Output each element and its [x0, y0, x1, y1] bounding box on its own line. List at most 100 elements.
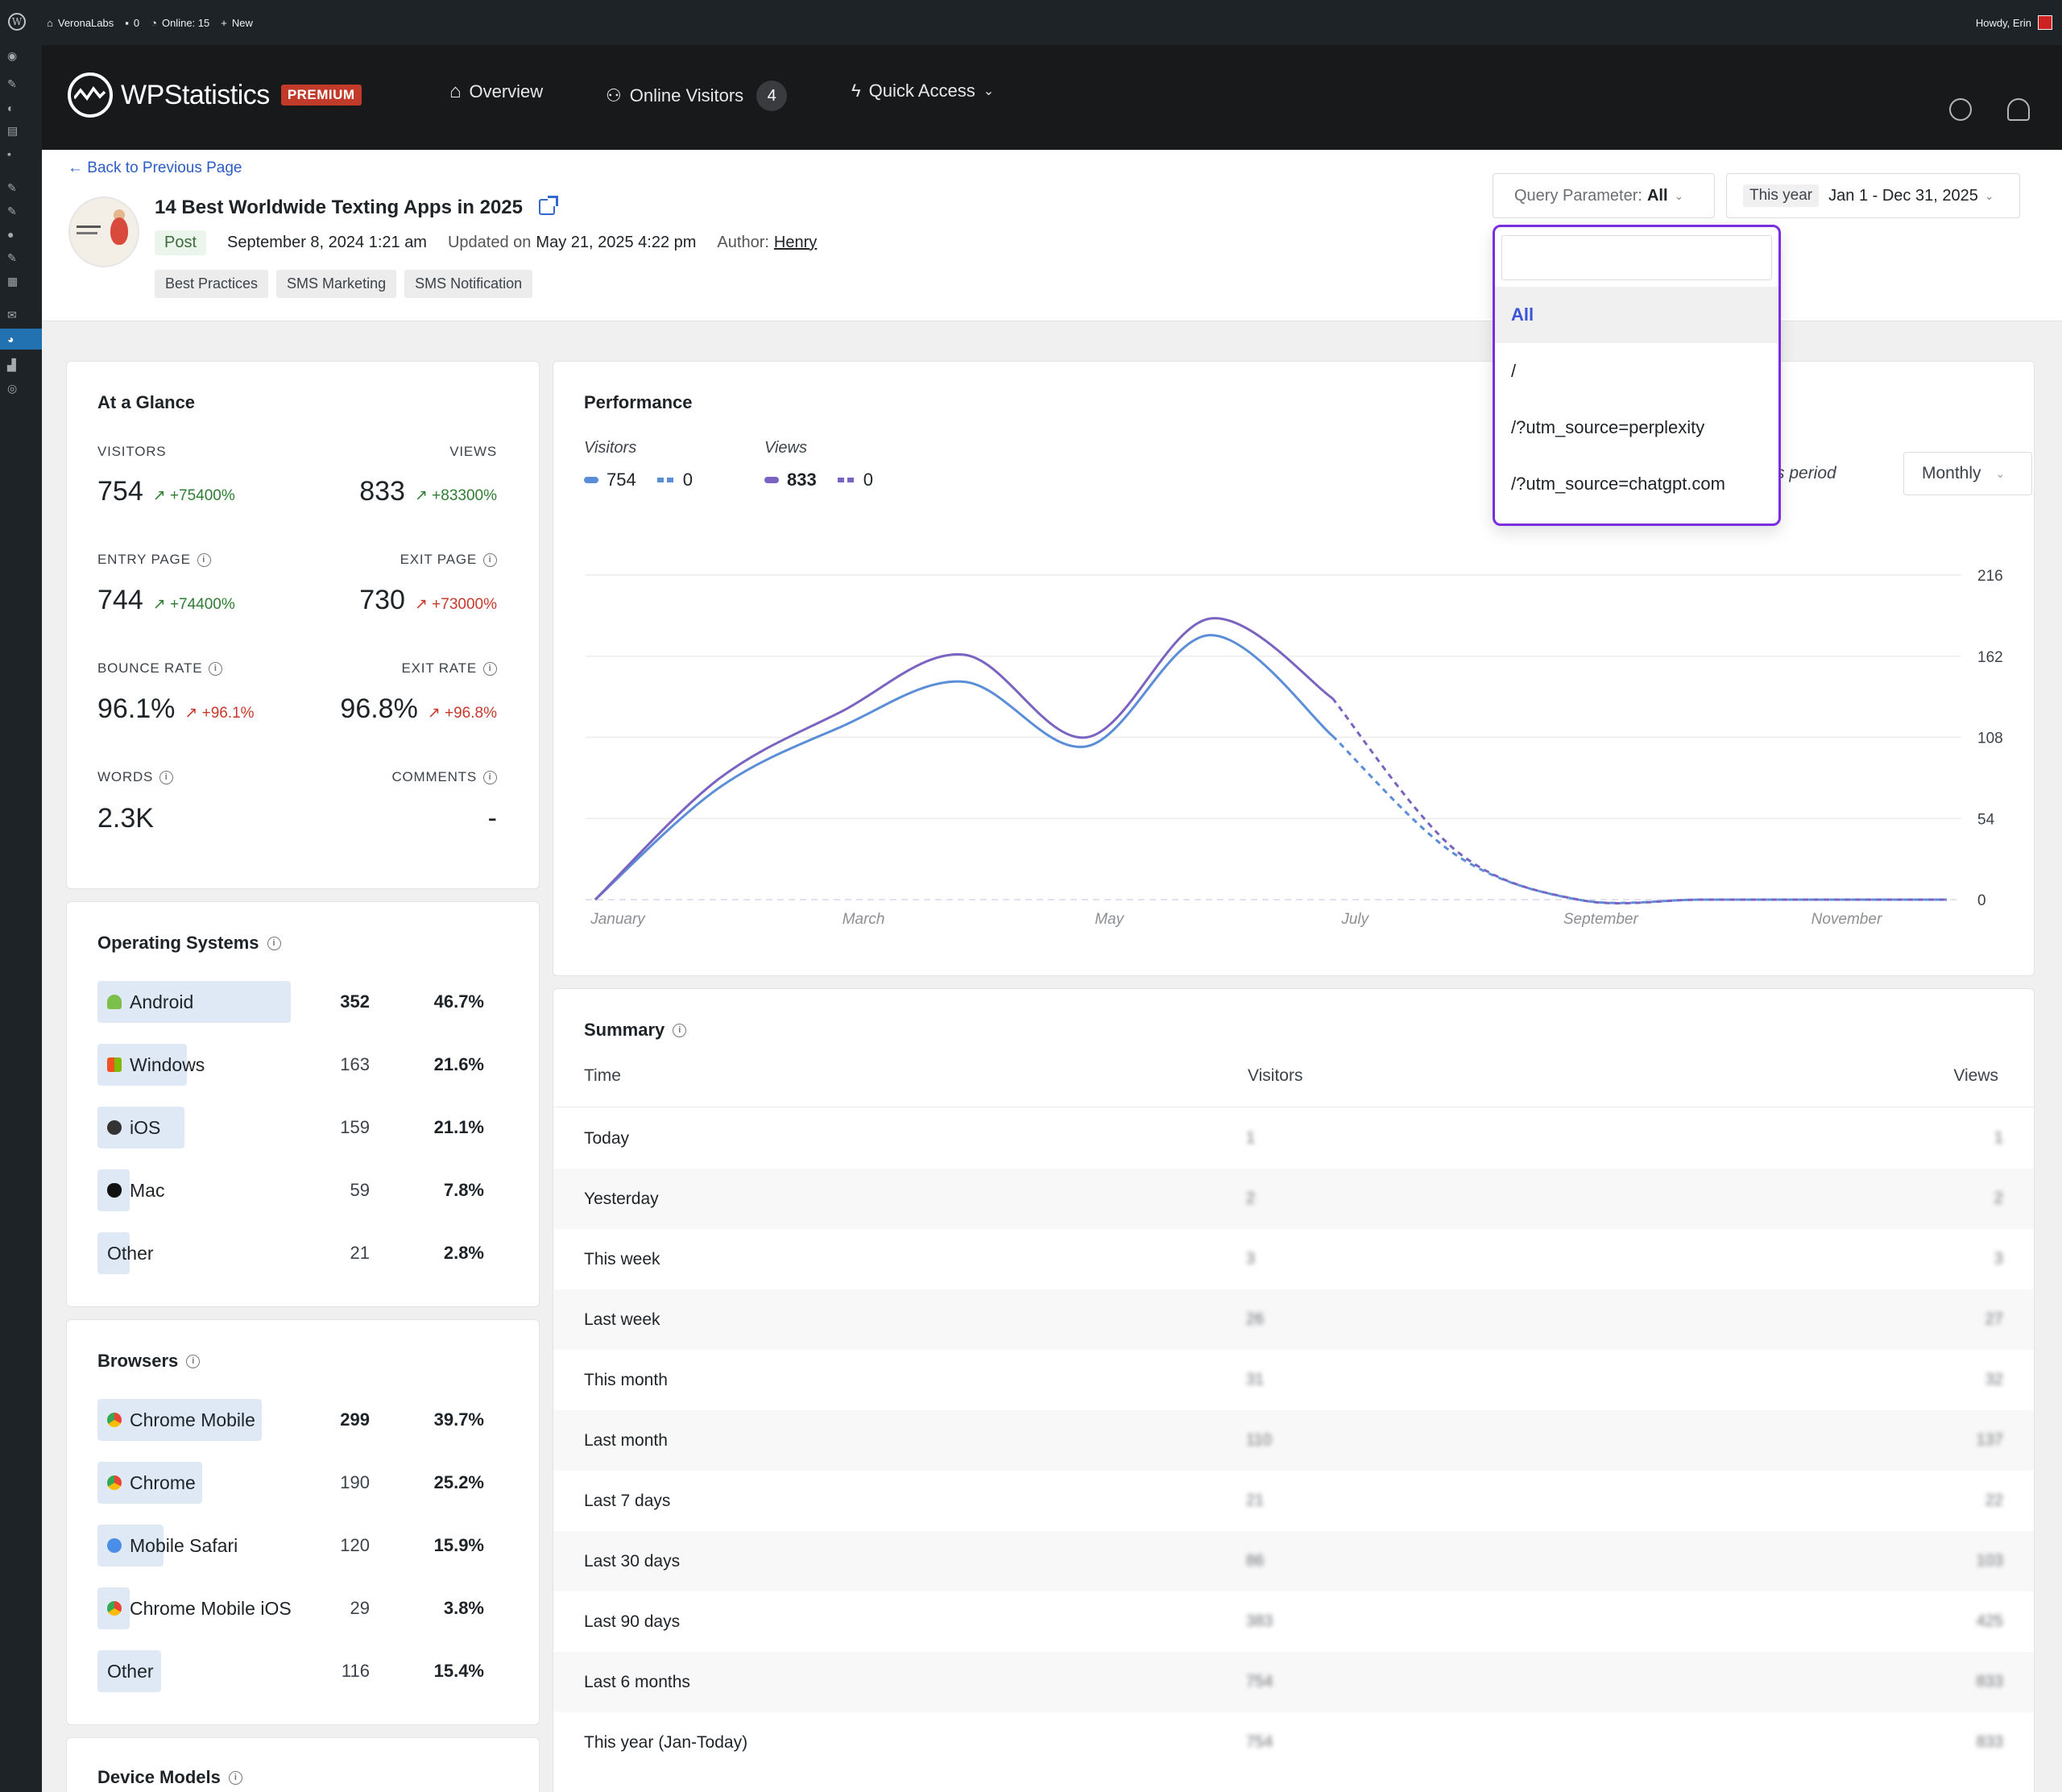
- exit-page-label: EXIT PAGE i: [400, 552, 497, 568]
- nav-quick-access[interactable]: ϟ Quick Access ⌄: [851, 81, 994, 101]
- menu-plugins-icon[interactable]: ✎: [7, 204, 17, 217]
- list-item[interactable]: Mac 59 7.8%: [97, 1169, 500, 1211]
- list-item[interactable]: Windows 163 21.6%: [97, 1044, 500, 1086]
- table-row: This month 31 32: [553, 1350, 2034, 1410]
- menu-pages-icon[interactable]: ▤: [7, 123, 19, 137]
- legend-value-previous: 0: [682, 470, 693, 490]
- home-icon: ⌂: [449, 81, 462, 102]
- bell-icon[interactable]: [2007, 98, 2030, 121]
- query-option[interactable]: /: [1511, 361, 1517, 381]
- list-item[interactable]: Other 116 15.4%: [97, 1650, 500, 1692]
- menu-pin-icon[interactable]: ✎: [7, 77, 17, 90]
- info-icon[interactable]: i: [209, 661, 223, 676]
- info-icon[interactable]: i: [483, 552, 497, 567]
- info-icon[interactable]: i: [673, 1023, 687, 1037]
- info-icon[interactable]: i: [228, 1770, 242, 1785]
- logo-mark-icon: [68, 72, 113, 118]
- table-row: Last month 110 137: [553, 1410, 2034, 1471]
- author-link[interactable]: Henry: [773, 234, 818, 251]
- menu-users-icon[interactable]: ●: [7, 228, 14, 241]
- list-item[interactable]: Chrome Mobile iOS 29 3.8%: [97, 1587, 500, 1629]
- query-parameter-search-input[interactable]: [1501, 235, 1772, 280]
- os-name: Windows: [107, 1044, 205, 1086]
- wp-statistics-logo[interactable]: WPStatistics PREMIUM: [68, 72, 362, 118]
- info-icon[interactable]: i: [186, 1354, 201, 1368]
- back-link[interactable]: ← Back to Previous Page: [68, 159, 242, 177]
- table-row: Last 6 months 754 833: [553, 1652, 2034, 1712]
- date-range-picker[interactable]: This year Jan 1 - Dec 31, 2025 ⌄: [1726, 173, 2020, 218]
- legend-swatch-previous: [837, 478, 855, 482]
- nav-online-visitors[interactable]: ⚇ Online Visitors 4: [606, 81, 788, 111]
- change-text: +96.1%: [201, 705, 255, 722]
- list-item[interactable]: Chrome Mobile 299 39.7%: [97, 1399, 500, 1441]
- query-option[interactable]: All: [1495, 287, 1778, 343]
- chevron-down-icon: ⌄: [1984, 188, 1994, 202]
- visitors-value: 754 ↗ +75400%: [97, 476, 235, 507]
- wordpress-logo-icon[interactable]: W: [8, 13, 26, 31]
- new-content-link[interactable]: + New: [221, 17, 253, 29]
- tag[interactable]: SMS Notification: [404, 270, 533, 298]
- value-text: -: [487, 803, 497, 834]
- list-item[interactable]: Other 21 2.8%: [97, 1232, 500, 1274]
- info-icon[interactable]: i: [267, 936, 281, 950]
- my-account[interactable]: Howdy, Erin: [1976, 0, 2052, 45]
- exit-page-value: 730 ↗ +73000%: [359, 585, 497, 616]
- notice-icon[interactable]: [1949, 98, 1972, 121]
- y-tick-label: 216: [1977, 568, 2003, 585]
- change-badge: ↗ +96.8%: [427, 705, 497, 722]
- info-icon[interactable]: i: [483, 661, 497, 676]
- legend-visitors[interactable]: 754 0: [584, 470, 693, 490]
- bounce-rate-value: 96.1% ↗ +96.1%: [97, 693, 255, 725]
- menu-comments-icon[interactable]: ▪: [7, 147, 11, 160]
- browsers-title: Browsers: [97, 1351, 179, 1371]
- list-item[interactable]: Mobile Safari 120 15.9%: [97, 1525, 500, 1566]
- info-icon[interactable]: i: [197, 552, 211, 567]
- published-date: September 8, 2024 1:21 am: [227, 234, 427, 251]
- legend-views[interactable]: 833 0: [764, 470, 873, 490]
- menu-circle-icon[interactable]: ◎: [7, 381, 18, 395]
- period-select[interactable]: Monthly ⌄: [1903, 452, 2032, 495]
- list-item[interactable]: iOS 159 21.1%: [97, 1107, 500, 1148]
- chevron-down-icon: ⌄: [983, 85, 995, 98]
- online-link[interactable]: ◔ Online: 15: [151, 17, 209, 29]
- browser-name-text: Other: [107, 1660, 154, 1682]
- row-views: 833: [1976, 1733, 2003, 1751]
- menu-settings-icon[interactable]: ▦: [7, 274, 19, 288]
- legend-swatch: [764, 477, 779, 483]
- row-visitors: 2: [1246, 1190, 1256, 1207]
- browser-name-text: Chrome: [130, 1471, 196, 1493]
- tag[interactable]: Best Practices: [155, 270, 269, 298]
- post-type-badge: Post: [155, 230, 207, 255]
- external-link-icon[interactable]: [539, 196, 558, 215]
- menu-tools-icon[interactable]: ✎: [7, 250, 17, 264]
- query-option[interactable]: /?utm_source=perplexity: [1511, 417, 1705, 437]
- menu-appearance-icon[interactable]: ✎: [7, 180, 17, 194]
- os-count: 352: [340, 991, 370, 1012]
- summary-card: Summary i Time Visitors Views Today 1 1 Yest…: [553, 988, 2035, 1792]
- list-item[interactable]: Android 352 46.7%: [97, 981, 500, 1023]
- menu-statistics-icon[interactable]: ◕: [0, 329, 42, 350]
- performance-chart[interactable]: 216 162 108 54 0 January March May July September…: [553, 362, 2035, 977]
- row-views: 27: [1985, 1310, 2003, 1328]
- menu-mail-icon[interactable]: ✉: [7, 308, 17, 321]
- info-icon[interactable]: i: [159, 770, 174, 784]
- query-parameter-select[interactable]: Query Parameter: All ⌄: [1493, 173, 1715, 218]
- label-text: COMMENTS: [391, 769, 477, 784]
- row-visitors: 383: [1246, 1612, 1273, 1630]
- comments-link[interactable]: ▪ 0: [125, 17, 139, 29]
- list-item[interactable]: Chrome 190 25.2%: [97, 1462, 500, 1504]
- menu-dashboard-icon[interactable]: ◉: [7, 48, 18, 62]
- browser-count: 116: [341, 1661, 370, 1681]
- info-icon[interactable]: i: [483, 770, 497, 784]
- nav-overview[interactable]: ⌂ Overview: [449, 81, 543, 103]
- series-line: [594, 634, 1334, 901]
- menu-chart-icon[interactable]: ▟: [7, 358, 16, 371]
- query-option[interactable]: /?utm_source=chatgpt.com: [1511, 474, 1725, 494]
- glance-title: At a Glance: [97, 392, 196, 412]
- tag[interactable]: SMS Marketing: [276, 270, 397, 298]
- column-header-visitors: Visitors: [1248, 1066, 1303, 1085]
- words-label: WORDS i: [97, 769, 174, 785]
- site-name-link[interactable]: ⌂ VeronaLabs: [47, 17, 114, 29]
- visitors-label: VISITORS: [97, 444, 166, 460]
- menu-stats-icon[interactable]: ◐: [7, 101, 14, 114]
